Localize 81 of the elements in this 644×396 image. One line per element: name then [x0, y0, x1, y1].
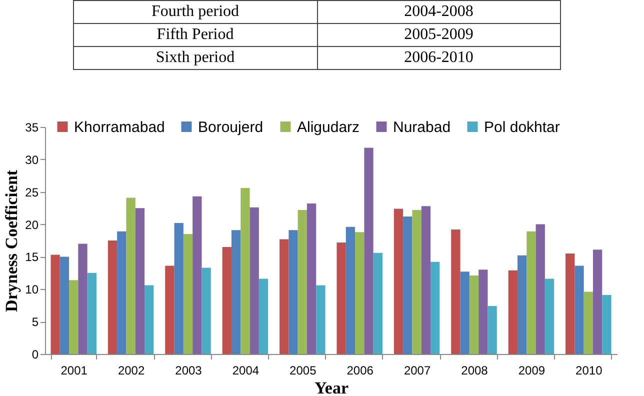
bar: [602, 294, 612, 354]
text: 2005-2009: [317, 24, 560, 46]
bar: [60, 256, 70, 354]
bar: [421, 206, 431, 354]
bar: [566, 253, 575, 354]
y-tick-label: 30: [25, 152, 39, 167]
bar: [240, 188, 250, 354]
bar: [336, 242, 346, 354]
y-tick-label: 35: [25, 120, 39, 134]
bar: [536, 224, 545, 354]
bar: [488, 306, 497, 354]
text: 2006-2010: [317, 46, 560, 70]
bar: [469, 276, 479, 354]
bar: [430, 262, 440, 354]
bar: [165, 266, 174, 354]
bar: [69, 280, 78, 354]
bar: [526, 231, 536, 354]
bar: [117, 231, 126, 354]
y-tick-label: 10: [25, 282, 39, 297]
x-tick-label: 2002: [118, 364, 145, 378]
y-tick-label: 15: [25, 250, 39, 264]
bar: [78, 244, 88, 354]
legend-label: Pol dokhtar: [484, 118, 560, 136]
text: Fourth period: [74, 0, 317, 24]
bar: [183, 234, 193, 354]
text: Fifth Period: [74, 24, 317, 46]
x-axis-title: Year: [314, 378, 349, 396]
x-tick-label: 2003: [175, 364, 202, 378]
bar: [135, 208, 145, 354]
bar: [280, 239, 289, 354]
bar: [250, 207, 259, 354]
bar: [355, 232, 364, 354]
bar: [412, 210, 422, 354]
x-tick-label: 2001: [60, 364, 88, 378]
bar: [108, 240, 118, 354]
y-tick-label: 0: [32, 348, 39, 362]
bar: [222, 246, 232, 354]
bar: [316, 285, 326, 354]
legend-label: Nurabad: [393, 118, 451, 136]
bar: [50, 254, 60, 354]
x-tick-label: 2006: [346, 364, 374, 378]
bar: [592, 250, 602, 354]
bar: [544, 278, 554, 354]
bar: [346, 226, 356, 354]
bar: [306, 204, 316, 354]
bar: [364, 148, 374, 354]
text: 2004-2008: [317, 0, 560, 24]
bar: [298, 210, 307, 354]
bar: [508, 270, 518, 354]
bar: [403, 216, 412, 354]
bar: [258, 278, 268, 354]
x-tick-label: 2005: [290, 364, 317, 378]
x-tick-label: 2009: [518, 364, 546, 378]
bar: [373, 252, 382, 354]
legend-label: Boroujerd: [198, 118, 264, 136]
legend-label: Khorramabad: [74, 118, 165, 136]
y-tick-label: 25: [25, 185, 39, 200]
bar: [174, 222, 184, 354]
bar: [87, 272, 96, 354]
bar: [517, 255, 527, 354]
x-tick-label: 2007: [404, 364, 431, 378]
bar: [144, 285, 154, 354]
y-tick-label: 5: [32, 315, 39, 330]
bar: [574, 266, 584, 354]
bar: [192, 196, 202, 354]
bar: [451, 229, 460, 354]
bar: [288, 230, 298, 354]
x-tick-label: 2010: [576, 364, 603, 378]
x-tick-label: 2004: [232, 364, 260, 378]
bar: [584, 292, 593, 354]
bar: [394, 208, 404, 354]
text: Sixth period: [74, 46, 317, 70]
bar: [126, 198, 136, 354]
bar: [478, 270, 488, 354]
bar: [202, 268, 211, 354]
bar: [231, 230, 241, 354]
y-tick-label: 20: [25, 218, 39, 232]
x-tick-label: 2008: [461, 364, 488, 378]
y-axis-title: Dryness Coefficient: [2, 170, 22, 312]
legend-label: Aligudarz: [297, 118, 360, 136]
bar: [460, 272, 470, 354]
